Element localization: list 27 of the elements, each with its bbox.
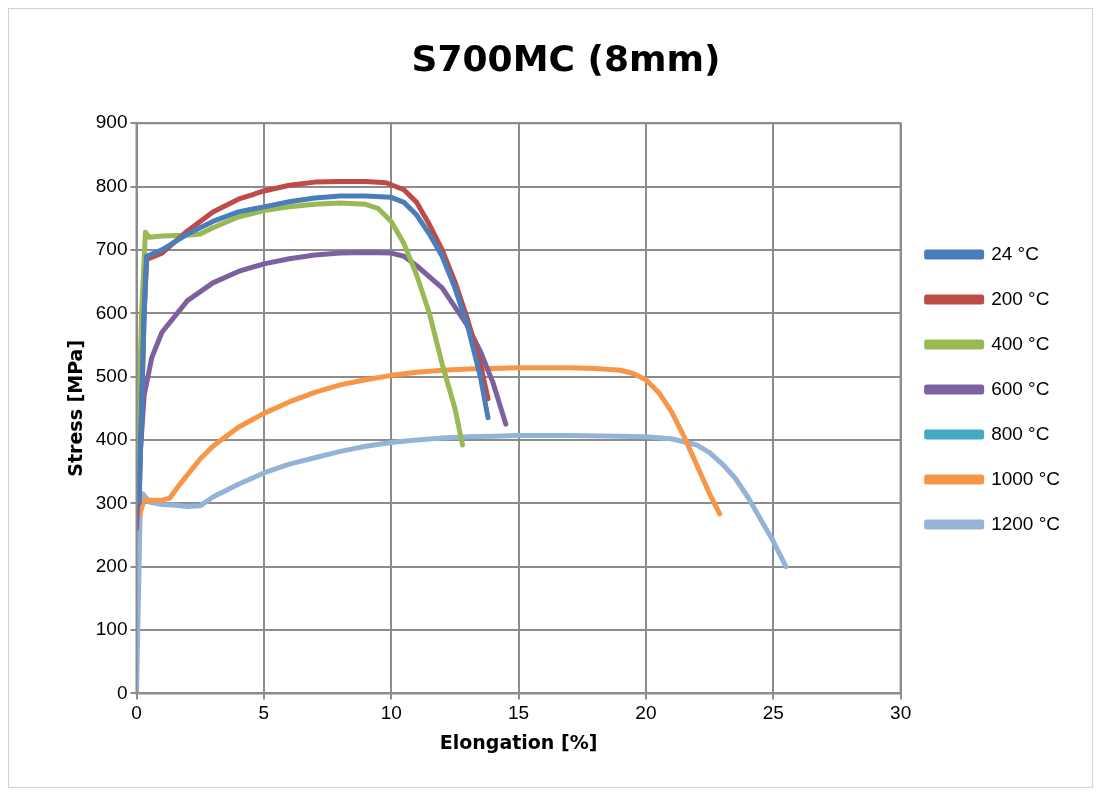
x-tick-label: 5 (258, 702, 270, 724)
x-tick-label: 10 (380, 702, 402, 724)
y-tick-label: 800 (95, 174, 128, 196)
chart-title: S700MC (8mm) (411, 37, 721, 79)
y-tick-label: 100 (95, 618, 128, 640)
y-tick-label: 0 (116, 681, 128, 703)
legend-label: 600 °C (991, 377, 1050, 399)
legend-label: 24 °C (991, 242, 1039, 264)
y-tick-label: 300 (95, 491, 128, 513)
legend-label: 1000 °C (991, 467, 1061, 489)
legend-label: 200 °C (991, 287, 1050, 309)
y-tick-label: 200 (95, 554, 128, 576)
legend-label: 400 °C (991, 332, 1050, 354)
legend-label: 1200 °C (991, 512, 1061, 534)
y-tick-label: 700 (95, 238, 128, 260)
x-axis-title: Elongation [%] (439, 730, 598, 753)
x-tick-label: 30 (890, 702, 912, 724)
x-tick-label: 15 (508, 702, 530, 724)
y-axis-title: Stress [MPa] (64, 339, 87, 477)
x-tick-label: 20 (635, 702, 657, 724)
y-tick-label: 400 (95, 428, 128, 450)
legend-label: 800 °C (991, 422, 1050, 444)
x-tick-label: 0 (131, 702, 142, 724)
y-tick-label: 900 (95, 111, 128, 133)
x-tick-label: 25 (762, 702, 784, 724)
y-tick-label: 600 (95, 301, 128, 323)
y-tick-label: 500 (95, 364, 128, 386)
